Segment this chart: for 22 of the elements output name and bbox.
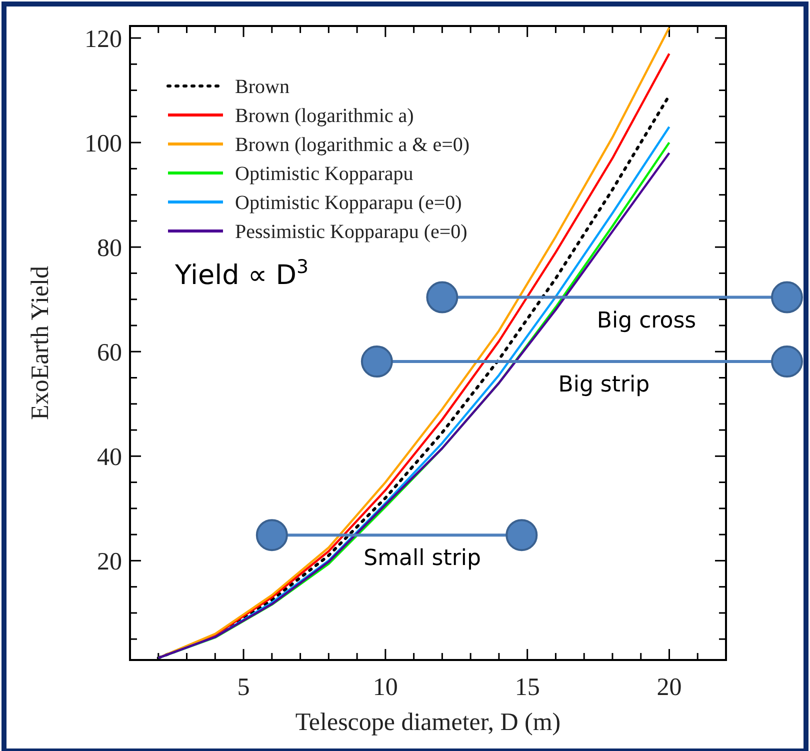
y-tick-label: 120 bbox=[84, 26, 122, 54]
legend-label: Pessimistic Kopparapu (e=0) bbox=[235, 221, 468, 243]
y-tick-label: 20 bbox=[97, 548, 122, 576]
y-axis-title: ExoEarth Yield bbox=[27, 266, 54, 420]
legend-label: Brown (logarithmic a) bbox=[235, 105, 414, 127]
x-tick-label: 20 bbox=[656, 674, 682, 701]
legend-label: Optimistic Kopparapu bbox=[235, 163, 414, 185]
x-tick-label: 10 bbox=[372, 674, 398, 701]
annotation: Yield ∝ D$^{3}$ bbox=[174, 256, 309, 291]
x-axis-title: Telescope diameter, D (m) bbox=[295, 709, 561, 736]
annotation: Big cross bbox=[596, 308, 696, 334]
legend-label: Optimistic Kopparapu (e=0) bbox=[235, 192, 462, 214]
y-tick-label: 40 bbox=[97, 444, 122, 472]
legend-label: Brown bbox=[235, 76, 290, 98]
legend-label: Brown (logarithmic a & e=0) bbox=[235, 134, 470, 156]
annotation: Big strip bbox=[558, 372, 650, 398]
y-tick-label: 100 bbox=[84, 130, 122, 158]
y-tick-label: 80 bbox=[97, 235, 122, 262]
annotation: Small strip bbox=[364, 546, 481, 572]
y-tick-label: 60 bbox=[97, 340, 122, 367]
x-tick-label: 5 bbox=[237, 674, 250, 701]
x-tick-label: 15 bbox=[514, 674, 540, 701]
